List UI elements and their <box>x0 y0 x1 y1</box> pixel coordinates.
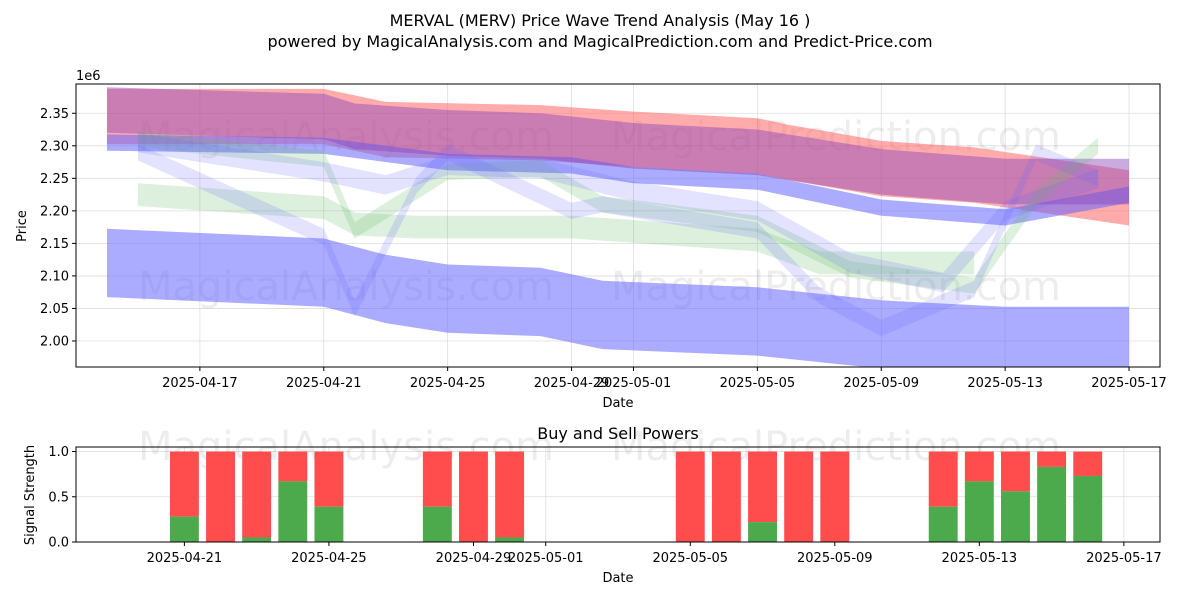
buy-power-bar <box>928 506 958 542</box>
sell-power-bar <box>964 451 994 482</box>
buy-power-bar <box>314 506 344 542</box>
sell-power-bar <box>206 451 235 542</box>
buy-power-bar <box>1073 475 1103 542</box>
chart-subtitle: powered by MagicalAnalysis.com and Magic… <box>267 32 932 51</box>
price-y-tick-label: 2.20 <box>40 204 69 219</box>
sell-power-bar <box>422 451 452 507</box>
buy-power-bar <box>1037 466 1067 542</box>
price-x-tick-label: 2025-05-17 <box>1091 376 1167 391</box>
price-y-tick-label: 2.30 <box>40 139 69 154</box>
signal-plot-frame <box>75 446 1161 543</box>
sell-power-bar <box>314 451 344 507</box>
price-x-tick-label: 2025-04-17 <box>162 376 238 391</box>
sell-power-bar <box>748 451 777 523</box>
price-x-ticks: 2025-04-17 2025-04-21 2025-04-25 2025-04-29… <box>162 367 1167 391</box>
buy-power-bar <box>748 522 777 542</box>
price-y-ticks: 2.00 2.05 2.10 2.15 2.20 2.25 2.30 2.35 <box>40 107 76 349</box>
signal-title: Buy and Sell Powers <box>537 424 699 443</box>
price-plot: MagicalAnalysis.comMagicalPrediction.com… <box>15 69 1167 411</box>
signal-x-label: Date <box>602 571 633 586</box>
sell-power-bar <box>495 451 525 538</box>
signal-y-tick-label: 0.5 <box>48 490 69 505</box>
price-plot-frame <box>75 83 1161 368</box>
price-x-tick-label: 2025-04-21 <box>286 376 362 391</box>
signal-plot: Buy and Sell Powers MagicalAnalysis.com M… <box>23 424 1162 586</box>
price-bands <box>107 87 1129 367</box>
price-band-green <box>137 131 1099 294</box>
buy-power-bar <box>1001 491 1030 542</box>
buy-power-bar <box>964 481 994 542</box>
sell-power-bar <box>1073 451 1103 476</box>
signal-y-tick-label: 0.0 <box>48 536 69 551</box>
price-x-tick-label: 2025-05-13 <box>967 376 1043 391</box>
price-y-tick-label: 2.35 <box>40 107 69 122</box>
sell-power-bar <box>675 451 705 542</box>
sell-power-bar <box>242 451 272 538</box>
buy-power-bar <box>242 537 272 542</box>
price-band-blue <box>107 134 1129 226</box>
price-band-purple <box>107 87 1129 205</box>
signal-x-tick-label: 2025-04-21 <box>147 551 223 566</box>
sell-power-bar <box>278 451 308 482</box>
price-y-tick-label: 2.10 <box>40 269 69 284</box>
price-y-tick-label: 2.15 <box>40 237 69 252</box>
buy-power-bar <box>169 516 199 542</box>
chart-title: MERVAL (MERV) Price Wave Trend Analysis … <box>390 11 811 30</box>
sell-power-bar <box>711 451 741 542</box>
signal-x-tick-label: 2025-05-05 <box>652 551 728 566</box>
price-x-tick-label: 2025-05-09 <box>843 376 919 391</box>
signal-x-tick-label: 2025-04-29 <box>436 551 512 566</box>
price-x-label: Date <box>602 396 633 411</box>
price-x-tick-label: 2025-04-29 <box>534 376 610 391</box>
price-x-tick-label: 2025-05-05 <box>720 376 796 391</box>
signal-y-ticks: 0.0 0.5 1.0 <box>48 445 76 551</box>
sell-power-bar <box>459 451 488 542</box>
signal-x-tick-label: 2025-04-25 <box>291 551 367 566</box>
buy-power-bar <box>422 506 452 542</box>
sell-power-bar <box>1001 451 1030 492</box>
price-y-label: Price <box>15 210 30 242</box>
signal-x-ticks: 2025-04-21 2025-04-25 2025-04-292025-05-01… <box>147 542 1162 566</box>
signal-bars <box>169 451 1103 542</box>
signal-x-tick-label: 2025-05-01 <box>508 551 584 566</box>
signal-x-tick-label: 2025-05-13 <box>942 551 1018 566</box>
price-y-tick-label: 2.00 <box>40 334 69 349</box>
signal-x-tick-label: 2025-05-09 <box>797 551 873 566</box>
price-x-tick-label: 2025-04-25 <box>410 376 486 391</box>
price-y-tick-label: 2.05 <box>40 302 69 317</box>
signal-y-tick-label: 1.0 <box>48 445 69 460</box>
buy-power-bar <box>278 481 308 542</box>
signal-y-label: Signal Strength <box>23 445 38 545</box>
sell-power-bar <box>784 451 814 542</box>
price-band-blue <box>107 228 1129 367</box>
sell-power-bar <box>1037 451 1067 467</box>
price-band-blue <box>137 132 1099 293</box>
buy-power-bar <box>495 537 525 542</box>
sell-power-bar <box>169 451 199 517</box>
price-scale-note: 1e6 <box>76 69 101 84</box>
price-band-red <box>107 88 1129 226</box>
signal-x-tick-label: 2025-05-17 <box>1086 551 1162 566</box>
price-band-green <box>137 183 975 275</box>
price-y-tick-label: 2.25 <box>40 172 69 187</box>
sell-power-bar <box>820 451 850 542</box>
sell-power-bar <box>928 451 958 507</box>
price-x-tick-label: 2025-05-01 <box>596 376 672 391</box>
